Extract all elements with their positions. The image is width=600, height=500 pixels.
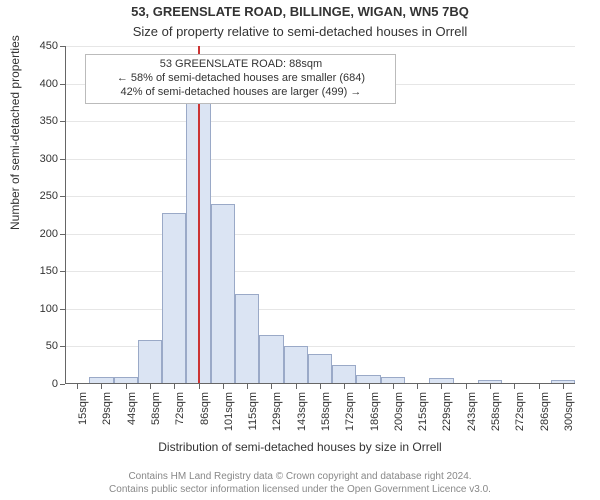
x-tick-mark (320, 384, 321, 389)
x-tick-label: 115sqm (247, 392, 259, 442)
x-tick-label: 29sqm (101, 392, 113, 442)
x-tick-mark (77, 384, 78, 389)
gridline (65, 309, 575, 310)
y-tick-label: 300 (30, 153, 58, 165)
y-tick-label: 250 (30, 190, 58, 202)
y-tick-label: 0 (30, 378, 58, 390)
y-tick-mark (60, 384, 65, 385)
footer: Contains HM Land Registry data © Crown c… (0, 471, 600, 496)
x-tick-mark (296, 384, 297, 389)
x-tick-label: 15sqm (77, 392, 89, 442)
x-tick-label: 243sqm (466, 392, 478, 442)
gridline (65, 46, 575, 47)
chart-title-line2: Size of property relative to semi-detach… (0, 24, 600, 39)
x-tick-mark (441, 384, 442, 389)
x-tick-label: 200sqm (393, 392, 405, 442)
x-tick-mark (344, 384, 345, 389)
x-tick-label: 158sqm (320, 392, 332, 442)
y-tick-mark (60, 309, 65, 310)
x-tick-label: 143sqm (296, 392, 308, 442)
annotation-line2: ← 58% of semi-detached houses are smalle… (92, 72, 389, 86)
x-tick-mark (223, 384, 224, 389)
x-tick-mark (271, 384, 272, 389)
footer-line1: Contains HM Land Registry data © Crown c… (0, 471, 600, 484)
x-tick-mark (539, 384, 540, 389)
annotation-line1: 53 GREENSLATE ROAD: 88sqm (92, 58, 389, 72)
gridline (65, 234, 575, 235)
x-tick-label: 229sqm (441, 392, 453, 442)
histogram-bar (332, 365, 356, 384)
x-tick-mark (369, 384, 370, 389)
x-tick-mark (393, 384, 394, 389)
x-tick-label: 86sqm (199, 392, 211, 442)
histogram-bar (235, 294, 259, 384)
gridline (65, 121, 575, 122)
x-axis-label: Distribution of semi-detached houses by … (0, 440, 600, 454)
y-axis-line (65, 46, 66, 384)
annotation-line3: 42% of semi-detached houses are larger (… (92, 86, 389, 100)
x-tick-label: 300sqm (563, 392, 575, 442)
y-tick-mark (60, 84, 65, 85)
y-axis-label: Number of semi-detached properties (8, 35, 22, 230)
x-tick-mark (101, 384, 102, 389)
x-tick-label: 258sqm (490, 392, 502, 442)
y-tick-mark (60, 46, 65, 47)
x-tick-label: 172sqm (344, 392, 356, 442)
histogram-bar (284, 346, 308, 384)
y-tick-mark (60, 121, 65, 122)
x-tick-label: 286sqm (539, 392, 551, 442)
x-tick-mark (466, 384, 467, 389)
y-tick-label: 400 (30, 78, 58, 90)
y-tick-mark (60, 271, 65, 272)
y-tick-mark (60, 159, 65, 160)
y-tick-mark (60, 196, 65, 197)
histogram-bar (211, 204, 235, 384)
x-tick-label: 186sqm (369, 392, 381, 442)
gridline (65, 271, 575, 272)
y-tick-label: 450 (30, 40, 58, 52)
x-tick-label: 58sqm (150, 392, 162, 442)
y-tick-label: 50 (30, 340, 58, 352)
x-tick-mark (150, 384, 151, 389)
x-tick-mark (174, 384, 175, 389)
annotation-box: 53 GREENSLATE ROAD: 88sqm ← 58% of semi-… (85, 54, 396, 103)
chart-container: { "title_line1": "53, GREENSLATE ROAD, B… (0, 0, 600, 500)
x-tick-mark (199, 384, 200, 389)
histogram-bar (259, 335, 283, 384)
x-tick-mark (514, 384, 515, 389)
x-tick-mark (126, 384, 127, 389)
histogram-bar (138, 340, 162, 384)
x-tick-label: 101sqm (223, 392, 235, 442)
x-tick-label: 215sqm (417, 392, 429, 442)
y-tick-label: 200 (30, 228, 58, 240)
y-tick-mark (60, 346, 65, 347)
y-tick-mark (60, 234, 65, 235)
x-tick-label: 72sqm (174, 392, 186, 442)
y-tick-label: 150 (30, 265, 58, 277)
gridline (65, 159, 575, 160)
histogram-bar (162, 213, 186, 384)
x-tick-mark (563, 384, 564, 389)
x-tick-mark (417, 384, 418, 389)
plot-area: 53 GREENSLATE ROAD: 88sqm ← 58% of semi-… (65, 46, 575, 384)
x-tick-mark (490, 384, 491, 389)
y-tick-label: 350 (30, 115, 58, 127)
footer-line2: Contains public sector information licen… (0, 484, 600, 497)
histogram-bar (308, 354, 332, 384)
gridline (65, 196, 575, 197)
x-tick-mark (247, 384, 248, 389)
x-tick-label: 272sqm (514, 392, 526, 442)
chart-title-line1: 53, GREENSLATE ROAD, BILLINGE, WIGAN, WN… (0, 4, 600, 19)
y-tick-label: 100 (30, 303, 58, 315)
x-tick-label: 44sqm (126, 392, 138, 442)
x-tick-label: 129sqm (271, 392, 283, 442)
